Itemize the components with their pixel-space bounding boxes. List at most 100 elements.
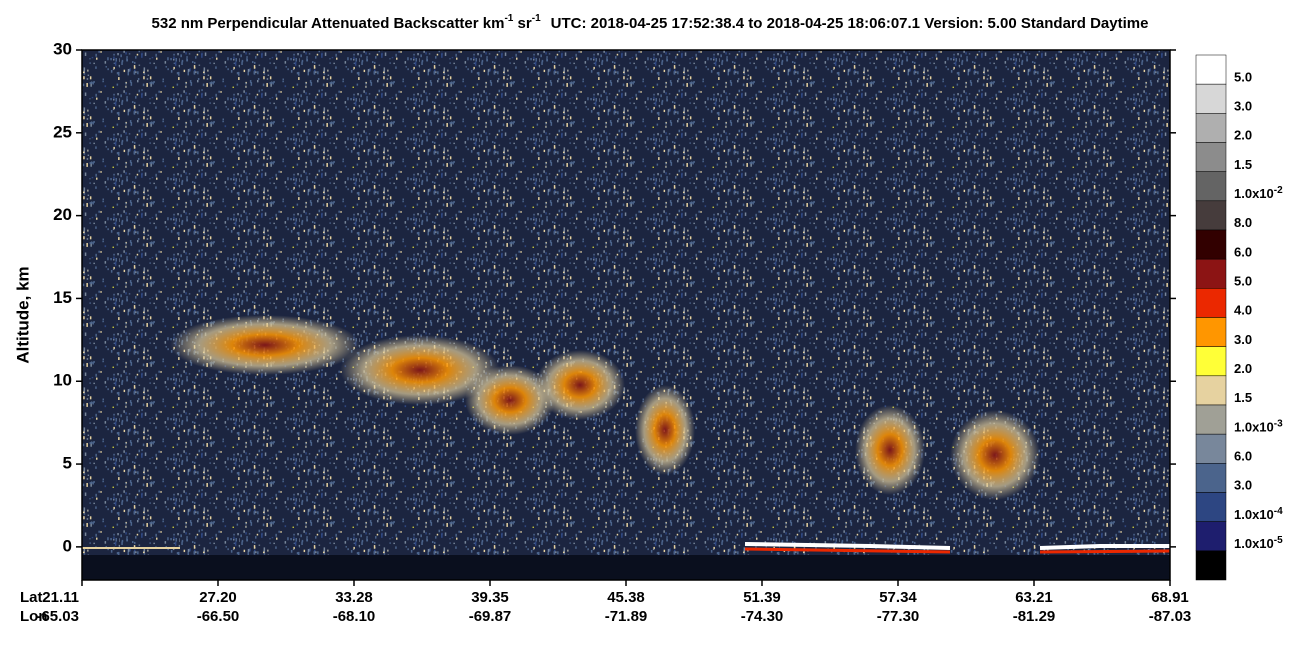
colorbar-label: 4.0 [1234, 303, 1252, 318]
colorbar-label-text: 1.0x10 [1234, 536, 1274, 551]
colorbar-label: 3.0 [1234, 332, 1252, 347]
y-axis-label: Altitude, km [13, 266, 32, 363]
colorbar-swatch [1195, 142, 1227, 172]
colorbar-label-text: 5.0 [1234, 274, 1252, 289]
colorbar-label: 1.0x10-2 [1234, 185, 1283, 202]
colorbar-swatch [1195, 375, 1227, 406]
plot-area [81, 49, 1171, 581]
x-tick-label: 39.35 [471, 589, 509, 606]
colorbar-label-text: 8.0 [1234, 216, 1252, 231]
title-part: UTC: 2018-04-25 17:52:38.4 to 2018-04-25… [551, 15, 1149, 32]
colorbar-swatch [1195, 113, 1227, 143]
surface-return [744, 542, 1170, 550]
colorbar-label-text: 2.0 [1234, 361, 1252, 376]
cloud [170, 315, 360, 375]
colorbar-swatch [1195, 54, 1227, 85]
colorbar-label-text: 5.0 [1234, 70, 1252, 85]
cloud [340, 335, 500, 405]
colorbar: 5.03.02.01.51.0x10-28.06.05.04.03.02.01.… [1195, 54, 1283, 581]
colorbar-label-text: 6.0 [1234, 245, 1252, 260]
surface-return [744, 547, 1171, 554]
colorbar-label-text: 2.0 [1234, 128, 1252, 143]
colorbar-label: 2.0 [1234, 361, 1252, 376]
x-tick-label: -81.29 [1013, 608, 1056, 625]
colorbar-label-text: 3.0 [1234, 99, 1252, 114]
colorbar-swatch [1195, 433, 1227, 464]
y-tick-label: 5 [63, 454, 72, 473]
colorbar-label-text: 6.0 [1234, 449, 1252, 464]
x-tick-label: -71.89 [605, 608, 648, 625]
cloud-layer [170, 315, 1040, 500]
colorbar-label-text: 1.0x10 [1234, 186, 1274, 201]
colorbar-swatch [1195, 463, 1227, 493]
colorbar-label-exp: -3 [1274, 418, 1283, 429]
colorbar-swatch [1195, 404, 1227, 435]
x-tick-label: 63.21 [1015, 589, 1053, 606]
colorbar-label-exp: -2 [1274, 185, 1283, 196]
title-exp: -1 [532, 13, 541, 24]
colorbar-swatch [1195, 521, 1227, 552]
colorbar-label-text: 1.0x10 [1234, 420, 1274, 435]
x-tick-label: 33.28 [335, 589, 373, 606]
colorbar-swatch [1195, 492, 1227, 522]
colorbar-label: 5.0 [1234, 274, 1252, 289]
x-tick-label: -68.10 [333, 608, 376, 625]
colorbar-label: 5.0 [1234, 70, 1252, 85]
title-exp: -1 [504, 13, 513, 24]
cloud [635, 385, 695, 475]
colorbar-label-text: 1.5 [1234, 391, 1252, 406]
cloud [535, 350, 625, 420]
colorbar-label-text: 4.0 [1234, 303, 1252, 318]
x-tick-label: -66.50 [197, 608, 240, 625]
y-tick-label: 0 [63, 536, 72, 555]
colorbar-label-text: 1.0x10 [1234, 507, 1274, 522]
x-tick-label: -69.87 [469, 608, 512, 625]
x-tick-label: 21.11 [42, 589, 79, 606]
y-tick-label: 10 [53, 371, 72, 390]
x-tick-label: 57.34 [879, 589, 917, 606]
y-tick-label: 20 [53, 205, 72, 224]
chart-title: 532 nm Perpendicular Attenuated Backscat… [152, 13, 1149, 32]
x-tick-label: -87.03 [1149, 608, 1192, 625]
colorbar-label: 6.0 [1234, 449, 1252, 464]
colorbar-swatch [1195, 317, 1227, 347]
colorbar-swatch [1195, 288, 1227, 318]
x-tick-label: 45.38 [607, 589, 645, 606]
colorbar-label: 1.5 [1234, 157, 1252, 172]
x-tick-label: 27.20 [199, 589, 237, 606]
x-row-label: Lon [20, 608, 48, 625]
colorbar-label: 2.0 [1234, 128, 1252, 143]
colorbar-label: 3.0 [1234, 478, 1252, 493]
cloud [950, 410, 1040, 500]
colorbar-label: 1.0x10-4 [1234, 505, 1283, 522]
colorbar-swatch [1195, 83, 1227, 114]
colorbar-label-exp: -4 [1274, 505, 1283, 516]
colorbar-label-text: 3.0 [1234, 478, 1252, 493]
subsurface [82, 555, 1170, 580]
backscatter-background [82, 50, 1170, 580]
colorbar-swatch [1195, 258, 1227, 289]
x-row-label: Lat [20, 589, 43, 606]
colorbar-label-text: 3.0 [1234, 332, 1252, 347]
cloud [465, 365, 555, 435]
x-tick-label: -77.30 [877, 608, 920, 625]
x-tick-label: -74.30 [741, 608, 784, 625]
y-tick-label: 25 [53, 122, 72, 141]
colorbar-label-exp: -5 [1274, 535, 1283, 546]
cloud [855, 405, 925, 495]
colorbar-swatch [1195, 200, 1227, 231]
colorbar-label: 1.0x10-3 [1234, 418, 1283, 435]
colorbar-label-text: 1.5 [1234, 157, 1252, 172]
x-tick-label: -65.03 [36, 608, 79, 625]
colorbar-label: 3.0 [1234, 99, 1252, 114]
title-part: sr [513, 15, 532, 32]
y-tick-label: 30 [53, 39, 72, 58]
x-tick-label: 51.39 [743, 589, 781, 606]
x-tick-label: 68.91 [1151, 589, 1189, 606]
colorbar-label: 6.0 [1234, 245, 1252, 260]
title-part: 532 nm Perpendicular Attenuated Backscat… [152, 15, 505, 32]
colorbar-label: 1.5 [1234, 391, 1252, 406]
colorbar-label: 8.0 [1234, 216, 1252, 231]
